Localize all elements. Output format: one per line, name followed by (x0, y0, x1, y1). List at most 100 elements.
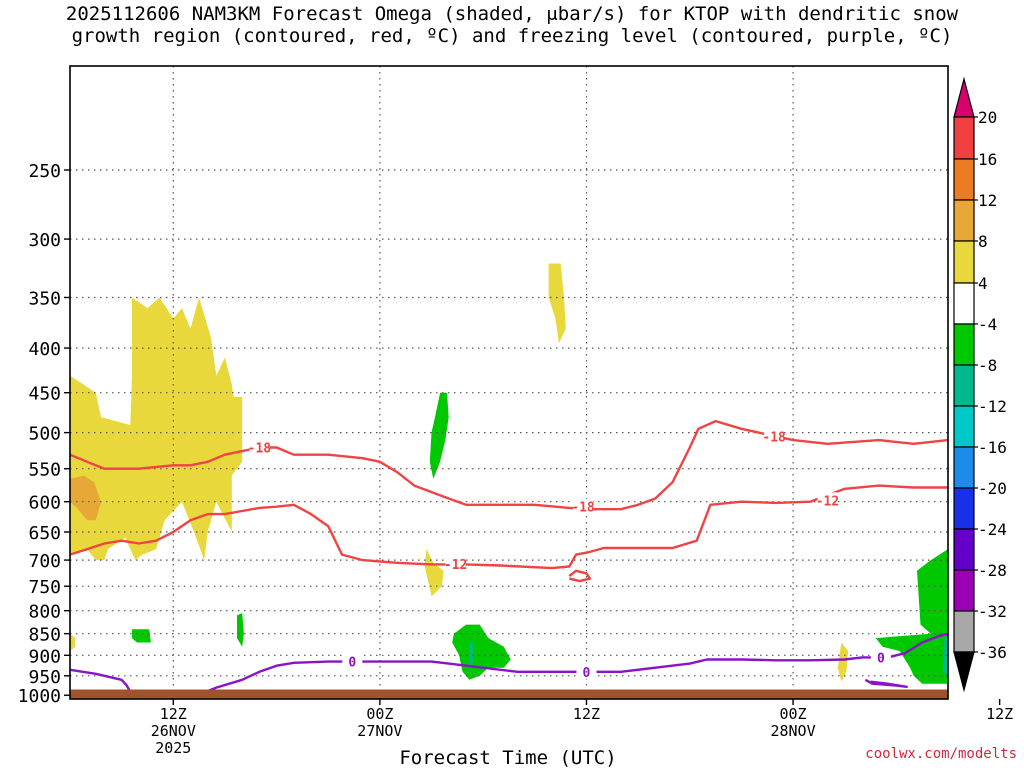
colorbar-bin-5 (953, 323, 975, 366)
y-tick-label-600: 600 (28, 493, 61, 514)
y-tick-label-300: 300 (28, 230, 61, 251)
colorbar-bin-7 (953, 405, 975, 448)
omega-region-10 (469, 642, 473, 668)
plot-frame (69, 65, 949, 700)
colorbar-label-11: -28 (978, 561, 1007, 580)
x-tick-label-0-2: 2025 (155, 739, 191, 757)
x-tick-label-1-0: 00Z (366, 705, 393, 723)
dendritic-label-d-bg (445, 555, 466, 571)
y-tick-label-900: 900 (28, 646, 61, 667)
freezing-label-c: 0 (877, 651, 885, 666)
y-tick-label-450: 450 (28, 384, 61, 405)
freezing-label-b: 0 (583, 666, 591, 681)
omega-region-3 (548, 263, 566, 344)
colorbar-label-13: -36 (978, 643, 1007, 662)
freezing-contour-line-0 (70, 668, 134, 696)
chart-title-line-1: 2025112606 NAM3KM Forecast Omega (shaded… (65, 3, 959, 25)
dendritic-label-b: -18 (571, 501, 595, 516)
x-tick-label-1-1: 27NOV (357, 722, 402, 740)
freezing-contour-line-2 (864, 678, 908, 688)
colorbar-label-5: -4 (978, 315, 997, 334)
chart-title: 2025112606 NAM3KM Forecast Omega (shaded… (0, 3, 1024, 47)
omega-region-11 (875, 549, 948, 684)
y-tick-label-250: 250 (28, 161, 61, 182)
colorbar-label-7: -12 (978, 397, 1007, 416)
x-tick-label-4-0: 12Z (986, 705, 1013, 723)
y-tick-label-550: 550 (28, 460, 61, 481)
x-tick-label-2-0: 12Z (573, 705, 600, 723)
freezing-contour-line-1 (196, 632, 948, 697)
omega-region-12 (942, 633, 948, 676)
dendritic-contour-line-2 (568, 569, 592, 583)
dendritic-label-d: -12 (444, 558, 467, 573)
colorbar-bin-8 (953, 446, 975, 489)
colorbar-label-12: -32 (978, 602, 1007, 621)
dendritic-contour-line-0 (70, 419, 948, 511)
omega-region-1 (70, 475, 101, 521)
omega-region-4 (424, 549, 444, 597)
freezing-label-c-bg (870, 649, 891, 665)
freezing-label-b-bg (576, 663, 597, 679)
omega-region-8 (237, 613, 244, 647)
y-tick-label-750: 750 (28, 577, 61, 598)
colorbar-arrow-bottom (953, 651, 975, 693)
y-tick-label-800: 800 (28, 602, 61, 623)
y-tick-label-400: 400 (28, 339, 61, 360)
y-tick-label-950: 950 (28, 667, 61, 688)
colorbar-label-10: -24 (978, 520, 1007, 539)
colorbar-label-1: 16 (978, 150, 997, 169)
y-tick-label-650: 650 (28, 523, 61, 544)
colorbar-bin-12 (953, 610, 975, 653)
colorbar-bin-6 (953, 364, 975, 407)
y-tick-label-1000: 1000 (18, 686, 61, 707)
dendritic-label-b-bg (573, 498, 594, 514)
colorbar-bin-3 (953, 240, 975, 284)
colorbar-label-4: 4 (978, 274, 988, 293)
dendritic-label-c: -18 (762, 430, 786, 445)
y-tick-label-350: 350 (28, 288, 61, 309)
terrain-band (70, 689, 948, 699)
colorbar-bin-0 (953, 116, 975, 160)
y-tick-label-700: 700 (28, 551, 61, 572)
colorbar-label-6: -8 (978, 356, 997, 375)
colorbar-bin-11 (953, 569, 975, 612)
colorbar-label-3: 8 (978, 232, 988, 251)
dendritic-label-e: -12 (816, 494, 839, 509)
freezing-label-a: 0 (348, 656, 356, 671)
omega-region-2 (70, 633, 76, 652)
colorbar-bin-2 (953, 199, 975, 242)
freezing-label-a-bg (342, 653, 363, 669)
dendritic-label-e-bg (817, 492, 838, 508)
chart-title-line-2: growth region (contoured, red, ºC) and f… (71, 25, 953, 47)
colorbar-bin-10 (953, 528, 975, 571)
x-tick-label-3-0: 00Z (780, 705, 807, 723)
y-tick-label-500: 500 (28, 424, 61, 445)
x-tick-label-3-1: 28NOV (770, 722, 815, 740)
omega-region-9 (452, 624, 511, 680)
x-axis-label: Forecast Time (UTC) (399, 747, 616, 768)
colorbar-label-0: 20 (978, 108, 997, 127)
credit-link[interactable]: coolwx.com/modelts (865, 746, 1017, 762)
colorbar-bin-9 (953, 487, 975, 530)
dendritic-label-a: -18 (248, 441, 272, 456)
colorbar-label-8: -16 (978, 438, 1007, 457)
dendritic-label-c-bg (764, 428, 785, 444)
dendritic-label-a-bg (249, 439, 270, 455)
x-tick-label-0-1: 26NOV (151, 722, 196, 740)
colorbar-arrow-top (953, 76, 975, 118)
omega-region-6 (429, 392, 449, 479)
omega-region-5 (837, 642, 849, 682)
omega-region-0 (70, 297, 243, 561)
x-tick-label-0-0: 12Z (160, 705, 187, 723)
plot-content: -18 -18 -18 -12 -12 0 0 0 (70, 66, 948, 699)
plot-area: -18 -18 -18 -12 -12 0 0 0 250 300 350 400 450 500 550 6… (18, 65, 1013, 757)
colorbar-label-2: 12 (978, 191, 997, 210)
colorbar-bin-1 (953, 158, 975, 201)
y-tick-label-850: 850 (28, 625, 61, 646)
dendritic-contour-line-1 (70, 484, 948, 570)
colorbar-label-9: -20 (978, 479, 1007, 498)
colorbar: 20 16 12 8 4 -4 -8 -12 -16 -20 -24 -28 -32 -36 (953, 76, 1007, 693)
colorbar-bin-4 (953, 282, 975, 325)
omega-region-7 (132, 629, 151, 643)
